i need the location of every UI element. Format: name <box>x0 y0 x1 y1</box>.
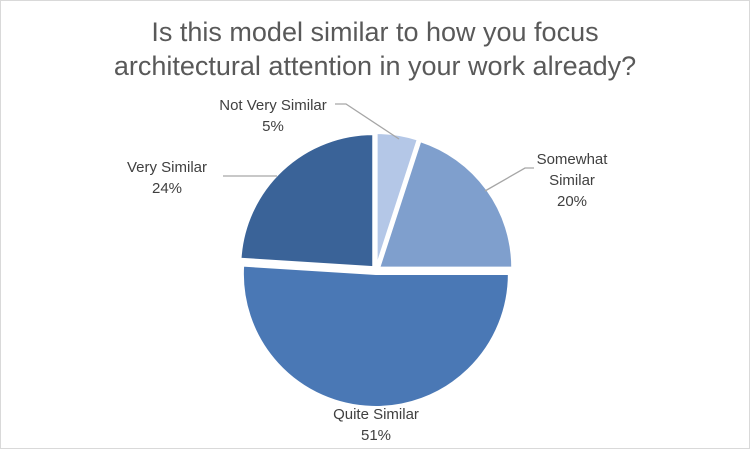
slice-category-label: Somewhat <box>537 151 609 168</box>
pie-slice-not-very-similar <box>375 132 419 267</box>
leader-line-not-very-similar <box>335 103 400 140</box>
pie-slice-very-similar <box>239 133 375 269</box>
slice-label-not-very-similar: Not Very Similar 5% <box>219 97 327 135</box>
chart-title: Is this model similar to how you focus a… <box>1 15 749 83</box>
slice-category-label: Very Similar <box>127 159 207 176</box>
slice-label-quite-similar: Quite Similar 51% <box>333 406 419 444</box>
slice-percent-label: 5% <box>262 118 284 135</box>
slice-labels: Not Very Similar 5% Somewhat Similar 20% Quit… <box>127 97 608 444</box>
pie-slice-quite-similar <box>241 264 510 409</box>
slice-label-somewhat-similar: Somewhat Similar 20% <box>537 151 609 210</box>
pie-slices <box>239 132 514 409</box>
chart-title-line-2: architectural attention in your work alr… <box>113 51 637 81</box>
slice-percent-label: 51% <box>361 427 391 444</box>
slice-percent-label: 24% <box>152 180 182 197</box>
slice-label-very-similar: Very Similar 24% <box>127 159 207 197</box>
leader-line-somewhat-similar <box>484 167 534 192</box>
slice-category-label: Similar <box>549 172 595 189</box>
slice-category-label: Not Very Similar <box>219 97 327 114</box>
leader-lines <box>223 103 534 192</box>
slice-percent-label: 20% <box>557 193 587 210</box>
slice-category-label: Quite Similar <box>333 406 419 423</box>
chart-title-line-1: Is this model similar to how you focus <box>151 17 599 47</box>
